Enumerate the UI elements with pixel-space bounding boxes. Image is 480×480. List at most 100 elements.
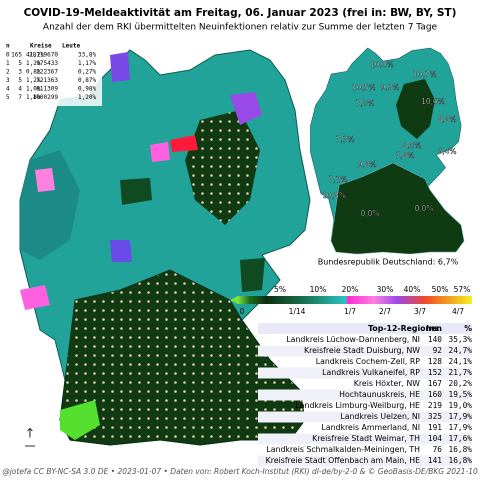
- table-cell: 17,9%: [449, 423, 473, 432]
- table-cell: 17,9%: [449, 412, 473, 421]
- row-bg: [258, 389, 472, 401]
- legend-bar: [238, 296, 472, 304]
- region: [60, 400, 100, 440]
- legend-arrow: [230, 296, 238, 304]
- summary-cell: 1000299: [33, 94, 59, 101]
- state-label: 8,0%: [402, 141, 421, 150]
- legend: 5% 10% 20% 30% 40% 50% 57% 0 1/14 1/7 2/7 3/7 4/7: [230, 285, 472, 316]
- table-cell: 167: [428, 379, 442, 388]
- state-label: 0,0%: [414, 204, 433, 213]
- table-cell: Landkreis Lüchow-Dannenberg, NI: [286, 335, 420, 344]
- table-header-bg: [258, 323, 472, 334]
- table-header: Inz.: [426, 324, 442, 333]
- summary-cell: 33,8%: [78, 52, 96, 59]
- table-cell: 92: [433, 346, 443, 355]
- legend-top-label: 57%: [454, 285, 471, 294]
- summary-header: Kreise: [30, 43, 52, 50]
- legend-top-label: 30%: [377, 285, 394, 294]
- region: [240, 258, 265, 292]
- legend-bottom-label: 2/7: [379, 307, 391, 316]
- summary-cell: 0,27%: [78, 69, 96, 76]
- state-map: Bundesrepublik Deutschland: 6,7% 10,0% 10…: [310, 47, 465, 267]
- summary-cell: 811309: [36, 86, 58, 93]
- table-cell: 21,7%: [449, 368, 473, 377]
- state-label: 7,3%: [335, 135, 354, 144]
- summary-cell: 7: [18, 94, 22, 101]
- table-cell: 76: [433, 445, 443, 454]
- national-value: Bundesrepublik Deutschland: 6,7%: [318, 258, 459, 267]
- summary-cell: 1,2%: [26, 77, 41, 84]
- legend-bottom-label: 3/7: [414, 307, 426, 316]
- summary-cell: 0: [6, 52, 10, 59]
- summary-cell: 5: [18, 60, 22, 67]
- table-cell: 160: [428, 390, 442, 399]
- summary-cell: 1,17%: [78, 60, 96, 67]
- state-label: 7,8%: [395, 151, 414, 160]
- state-st: [396, 79, 435, 139]
- table-cell: 16,8%: [449, 445, 473, 454]
- region: [150, 142, 170, 162]
- title: COVID-19-Meldeaktivität am Freitag, 06. …: [24, 7, 457, 19]
- state-label: 10,5%: [352, 83, 376, 92]
- table-cell: Kreis Höxter, NW: [354, 379, 421, 388]
- table-cell: 219: [428, 401, 442, 410]
- summary-cell: 28119670: [29, 52, 58, 59]
- state-label: 7,0%: [355, 99, 374, 108]
- row-bg: [258, 345, 472, 357]
- legend-top-label: 40%: [404, 285, 421, 294]
- summary-cell: 1,0%: [26, 86, 41, 93]
- summary-cell: 3: [6, 77, 10, 84]
- table-cell: 141: [428, 456, 442, 465]
- legend-top-label: 10%: [310, 285, 327, 294]
- table-cell: 17,6%: [449, 434, 473, 443]
- north-arrow: ↑: [25, 427, 35, 447]
- subtitle: Anzahl der dem RKI übermittelten Neuinfe…: [43, 23, 438, 33]
- state-label: 9,3%: [380, 83, 399, 92]
- summary-bg: [2, 40, 102, 106]
- state-label: 10,8%: [322, 191, 346, 200]
- summary-cell: 41,2%: [26, 52, 44, 59]
- table-cell: Kreisfreie Stadt Duisburg, NW: [304, 346, 420, 355]
- table-cell: Landkreis Cochem-Zell, RP: [316, 357, 421, 366]
- summary-cell: 1: [6, 60, 10, 67]
- summary-cell: 721363: [36, 77, 58, 84]
- region: [20, 285, 50, 310]
- table-header: Top-12-Regionen: [368, 324, 442, 333]
- row-bg: [258, 367, 472, 379]
- table-cell: Landkreis Uelzen, NI: [340, 412, 420, 421]
- state-label: 9,8%: [357, 160, 376, 169]
- table-cell: Kreisfreie Stadt Offenbach am Main, HE: [266, 456, 420, 465]
- table-cell: 152: [428, 368, 442, 377]
- summary-cell: 1,20%: [78, 94, 96, 101]
- state-label: 8,8%: [437, 115, 456, 124]
- summary-cell: 0,8%: [26, 69, 41, 76]
- legend-top-label: 20%: [342, 285, 359, 294]
- state-label: 7,2%: [328, 175, 347, 184]
- state-label: 10,0%: [370, 60, 394, 69]
- summary-header: Leute: [62, 43, 80, 50]
- table-cell: Kreisfreie Stadt Weimar, TH: [312, 434, 420, 443]
- table-cell: Landkreis Ammerland, NI: [321, 423, 420, 432]
- table-header: %: [464, 324, 472, 333]
- row-bg: [258, 411, 472, 423]
- table-cell: 128: [428, 357, 442, 366]
- table-cell: 325: [428, 412, 442, 421]
- summary-cell: 2: [6, 69, 10, 76]
- region: [170, 135, 198, 152]
- summary-cell: 0,87%: [78, 77, 96, 84]
- summary-cell: 975433: [36, 60, 58, 67]
- table-cell: 35,3%: [449, 335, 473, 344]
- region: [35, 168, 55, 192]
- summary-cell: 1,2%: [26, 60, 41, 67]
- summary-header: n: [6, 43, 10, 50]
- summary-cell: 222367: [36, 69, 58, 76]
- legend-bottom-label: 1/7: [344, 307, 356, 316]
- region: [120, 178, 152, 205]
- table-cell: 19,5%: [449, 390, 473, 399]
- main-map: ↑: [19, 49, 311, 447]
- footer: @jotefa CC BY-NC-SA 3.0 DE • 2023-01-07 …: [2, 467, 478, 476]
- summary-cell: 4: [6, 86, 10, 93]
